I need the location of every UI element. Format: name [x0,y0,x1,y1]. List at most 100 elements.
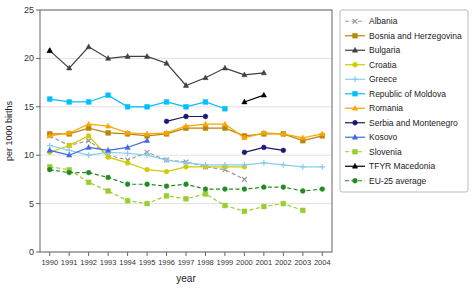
legend-marker [352,76,358,82]
series-marker [281,201,286,206]
series-marker [203,75,208,80]
legend-label: Greece [369,74,397,84]
series-marker [125,150,131,156]
series-marker [105,123,110,128]
y-tick-label: 25 [24,5,34,15]
series-marker [223,187,228,192]
series-marker [242,72,247,77]
chart: 0510152025199019911992199319941995199619… [0,0,474,290]
legend-label: TFYR Macedonia [369,161,435,171]
series-marker [106,155,111,160]
series-marker [106,189,111,194]
series-marker [67,143,72,148]
x-tick-label: 2004 [314,258,331,267]
series-marker [261,130,266,135]
series-marker [125,161,130,166]
x-tick [69,252,70,256]
x-tick-label: 1999 [217,258,234,267]
series-marker [242,177,247,182]
x-tick [224,252,225,256]
y-tick [36,252,40,253]
series [47,138,150,157]
legend-label: Bosnia and Herzegovina [369,31,462,41]
series-marker [106,131,111,136]
series-marker [145,167,150,172]
series-marker [222,162,228,168]
series-marker [261,204,266,209]
y-tick-label: 5 [29,199,34,209]
y-tick-label: 15 [24,102,34,112]
series [47,167,324,193]
grid-line [40,58,332,59]
series-marker [125,130,130,135]
series-marker [281,148,286,153]
series-marker [67,100,72,105]
series-marker [223,106,228,111]
series-marker [183,160,189,166]
legend-marker [352,134,357,139]
legend-marker [353,91,358,96]
series-line [50,141,147,156]
grid-line [40,155,332,156]
x-tick [205,252,206,256]
series-marker [281,185,286,190]
series [47,44,266,88]
x-tick-label: 2002 [275,258,292,267]
series-marker [223,126,228,131]
series-marker [105,56,110,61]
series-line [50,95,225,109]
series-marker [203,114,208,119]
y-tick [36,203,40,204]
x-tick-label: 2001 [256,258,273,267]
series-marker [184,104,189,109]
series-line [244,95,263,102]
x-tick [88,252,89,256]
series-marker [242,209,247,214]
legend-label: Republic of Moldova [369,89,446,99]
series [47,143,325,170]
series-marker [319,164,325,170]
y-tick [36,106,40,107]
series-marker [47,48,52,53]
series-marker [242,99,247,104]
series-marker [47,97,52,102]
series [47,164,305,213]
legend-box [340,10,468,192]
series-marker [144,54,149,59]
series-marker [300,208,305,213]
series-marker [261,70,266,75]
series-marker [67,170,72,175]
series-marker [300,135,305,140]
legend-label: Albania [369,16,398,26]
series-marker [242,135,247,140]
series-marker [203,126,208,131]
x-tick [322,252,323,256]
x-tick-label: 2003 [294,258,311,267]
series-marker [86,121,91,126]
legend-label: Romania [369,103,403,113]
legend-label: Kosovo [369,132,398,142]
x-tick [166,252,167,256]
series-marker [125,145,130,150]
series-marker [164,193,169,198]
grid-line [40,203,332,204]
series-marker [125,104,130,109]
series-marker [105,147,110,152]
series-marker [67,152,72,157]
series-marker [203,192,208,197]
series [47,121,325,139]
x-tick-label: 1996 [158,258,175,267]
x-tick [127,252,128,256]
x-tick [283,252,284,256]
series-marker [144,131,149,136]
series-marker [145,201,150,206]
series-marker [280,162,286,168]
series-marker [164,60,169,65]
plot-frame [40,10,332,252]
legend-label: EU-25 average [369,176,426,186]
series-marker [47,167,52,172]
series-marker [203,162,209,168]
series-marker [164,158,169,163]
series-marker [86,152,92,158]
series-marker [242,162,248,168]
